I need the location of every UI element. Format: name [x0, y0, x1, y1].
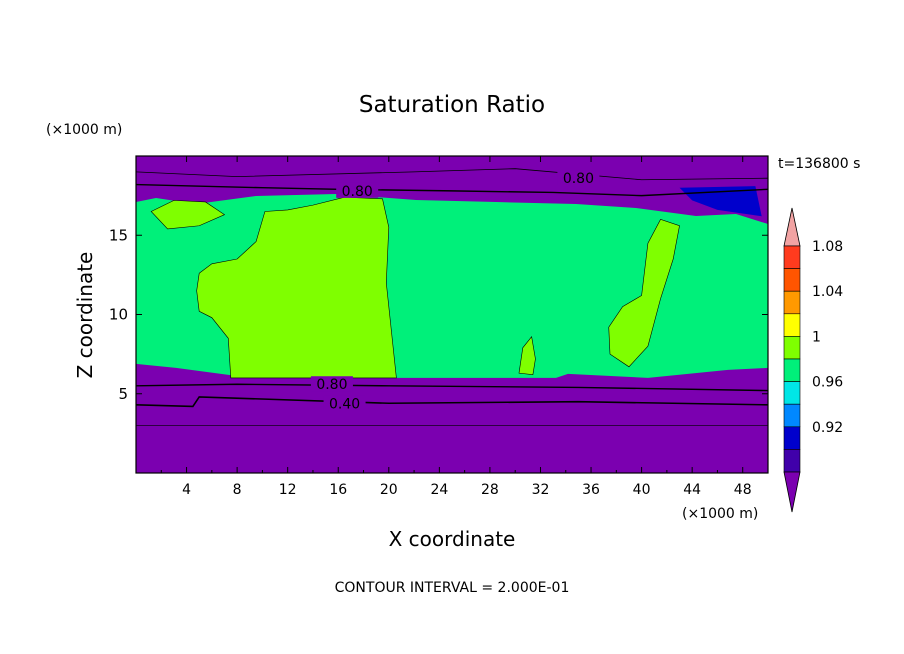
colorbar-segment: [783, 245, 801, 269]
saturated-top-left-region: [150, 200, 226, 230]
contour-lines: [135, 168, 769, 426]
x-tick-label: 44: [683, 482, 701, 498]
time-label: t=136800 s: [778, 156, 860, 172]
colorbar-label: 1: [812, 329, 821, 345]
colorbar-label: 1.04: [812, 284, 843, 300]
colorbar-segment: [783, 449, 801, 473]
colorbar-segment: [783, 381, 801, 405]
subsaturated-fringe-region: [679, 186, 762, 217]
x-tick-label: 32: [532, 482, 550, 498]
contour-interval-footer: CONTOUR INTERVAL = 2.000E-01: [335, 580, 570, 596]
x-tick-label: 16: [329, 482, 347, 498]
colorbar-label: 0.92: [812, 420, 843, 436]
colorbar-segment: [783, 313, 801, 337]
chart-title: Saturation Ratio: [359, 92, 545, 118]
colorbar-bottom-triangle: [783, 471, 801, 513]
colorbar-segment: [783, 268, 801, 292]
y-unit-label: (×1000 m): [46, 122, 122, 138]
x-axis-label: X coordinate: [389, 527, 516, 551]
contour-label: 0.40: [329, 396, 360, 412]
contour-labels: 0.80 0.80 0.80 0.40: [310, 170, 600, 412]
colorbar-top-triangle: [783, 207, 801, 247]
x-tick-label: 36: [582, 482, 600, 498]
contour-line: [135, 396, 769, 408]
x-tick-label: 4: [182, 482, 191, 498]
x-axis-ticks: 4 8 12 16 20 24 28 32 36 40 44 48: [160, 156, 752, 498]
contour-label: 0.80: [342, 184, 373, 200]
contour-label-bg: [323, 395, 366, 411]
saturated-right-region: [608, 219, 680, 368]
x-tick-label: 48: [734, 482, 752, 498]
contour-line: [135, 383, 769, 392]
y-axis-ticks: 5 10 15: [109, 226, 768, 403]
y-axis-label: Z coordinate: [73, 252, 97, 379]
colorbar-segment: [783, 358, 801, 382]
x-tick-label: 40: [633, 482, 651, 498]
contour-label-bg: [336, 182, 379, 198]
colorbar-label: 0.96: [812, 375, 843, 391]
x-tick-label: 24: [430, 482, 448, 498]
contour-label: 0.80: [563, 171, 594, 187]
contour-label-bg: [310, 376, 353, 392]
y-tick-label: 10: [109, 306, 128, 324]
colorbar: 1.08 1.04 1 0.96 0.92: [783, 207, 843, 513]
y-tick-label: 15: [109, 226, 128, 244]
x-tick-label: 8: [233, 482, 242, 498]
colorbar-segment: [783, 290, 801, 315]
saturated-column-region: [518, 335, 536, 376]
x-unit-label: (×1000 m): [682, 506, 758, 522]
x-tick-label: 20: [380, 482, 398, 498]
colorbar-segment: [783, 336, 801, 360]
x-tick-label: 12: [279, 482, 297, 498]
plot-area: 0.800.800.800.40 4 8 12 16 20 24 28 32 36 40 44 48 …: [109, 155, 769, 498]
colorbar-label: 1.08: [812, 239, 843, 255]
x-tick-label: 28: [481, 482, 499, 498]
contour-line: [135, 168, 769, 181]
saturated-plateau-region: [196, 196, 397, 379]
colorbar-segment: [783, 403, 801, 428]
colorbar-segment: [783, 426, 801, 450]
y-tick-label: 5: [118, 385, 128, 403]
contour-line: [135, 183, 769, 197]
contour-label: 0.80: [316, 377, 347, 393]
contour-label-bg: [557, 170, 600, 186]
